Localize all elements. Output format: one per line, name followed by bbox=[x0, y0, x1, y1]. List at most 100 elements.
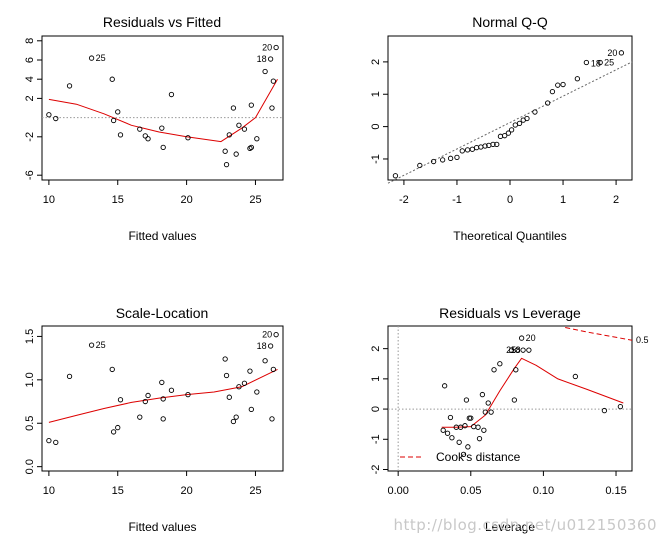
data-point bbox=[482, 143, 488, 149]
data-point bbox=[462, 423, 468, 429]
data-point bbox=[449, 435, 455, 441]
data-point bbox=[142, 398, 148, 405]
y-tick-label: 2 bbox=[24, 95, 36, 101]
x-tick-label: 0.00 bbox=[387, 485, 408, 497]
data-point bbox=[583, 59, 590, 66]
data-point bbox=[488, 409, 494, 415]
x-tick-label: 10 bbox=[43, 194, 55, 206]
data-point bbox=[447, 155, 454, 161]
data-point bbox=[160, 396, 166, 402]
data-point bbox=[267, 56, 274, 62]
outlier-point-label: 18 bbox=[591, 59, 601, 69]
x-tick-label: 15 bbox=[112, 194, 124, 206]
data-point bbox=[572, 373, 579, 380]
data-point bbox=[444, 430, 451, 436]
data-point bbox=[66, 83, 73, 89]
y-tick-label: -1 bbox=[370, 154, 382, 164]
data-point bbox=[447, 414, 454, 421]
data-point bbox=[512, 122, 518, 128]
x-tick-label: 20 bbox=[180, 194, 192, 206]
data-point bbox=[110, 429, 117, 435]
y-tick-label: 0.0 bbox=[24, 459, 36, 474]
data-point bbox=[117, 132, 124, 138]
watermark: http://blog.csdn.net/u012150360 bbox=[393, 516, 657, 534]
data-point bbox=[545, 100, 551, 106]
data-point bbox=[269, 105, 275, 111]
data-point bbox=[574, 76, 581, 82]
panel-1: Residuals vs Fitted Fitted values 10 15 20 25… bbox=[24, 14, 284, 243]
data-point bbox=[233, 151, 239, 157]
data-point bbox=[230, 105, 237, 111]
plot-title: Scale-Location bbox=[116, 305, 209, 321]
data-point bbox=[88, 342, 95, 348]
data-point bbox=[560, 81, 566, 88]
lowess-smooth-line bbox=[48, 78, 278, 143]
data-point bbox=[185, 135, 191, 141]
x-axis-label: Leverage bbox=[485, 520, 535, 534]
data-point bbox=[269, 416, 275, 422]
data-point bbox=[46, 112, 52, 118]
y-tick-label: 4 bbox=[24, 76, 36, 82]
lowess-smooth-line bbox=[48, 368, 278, 423]
data-point bbox=[254, 389, 260, 395]
data-point bbox=[185, 391, 191, 398]
data-point bbox=[222, 148, 228, 154]
x-tick-label: 10 bbox=[43, 485, 55, 497]
outlier-point-label: 18 bbox=[511, 345, 521, 355]
data-point bbox=[514, 347, 520, 353]
x-tick-label: 0.10 bbox=[533, 485, 554, 497]
x-tick-label: 25 bbox=[249, 194, 261, 206]
y-tick-label: 0.5 bbox=[24, 416, 36, 431]
y-tick-label: 2 bbox=[370, 346, 382, 352]
data-point bbox=[160, 416, 166, 422]
panel-3: Scale-Location Fitted values 10 15 20 25 0.0 0.… bbox=[24, 305, 284, 534]
data-point bbox=[223, 372, 230, 379]
y-tick-label: 6 bbox=[24, 57, 36, 63]
data-point bbox=[226, 132, 232, 138]
data-point bbox=[468, 415, 474, 421]
data-point bbox=[465, 444, 471, 450]
data-point bbox=[247, 145, 253, 151]
y-tick-label: 8 bbox=[24, 38, 36, 44]
outlier-point-label: 20 bbox=[262, 330, 272, 340]
data-point bbox=[109, 76, 115, 82]
data-point bbox=[230, 418, 237, 425]
data-point bbox=[511, 397, 518, 403]
data-point bbox=[223, 161, 230, 168]
data-point bbox=[159, 125, 165, 131]
data-point bbox=[502, 133, 508, 139]
data-point bbox=[549, 89, 556, 95]
y-tick-label: -6 bbox=[24, 170, 36, 180]
data-point bbox=[524, 115, 530, 122]
data-point bbox=[88, 55, 95, 61]
data-point bbox=[117, 397, 124, 403]
data-point bbox=[145, 392, 151, 399]
data-point bbox=[471, 423, 477, 430]
data-point bbox=[520, 347, 526, 353]
x-tick-label: 25 bbox=[249, 485, 261, 497]
data-point bbox=[241, 380, 248, 386]
plot-frame bbox=[41, 325, 284, 472]
data-point bbox=[482, 409, 488, 415]
data-point bbox=[460, 451, 467, 458]
data-point bbox=[417, 162, 423, 169]
data-point bbox=[159, 379, 165, 386]
data-point bbox=[597, 59, 603, 66]
data-point bbox=[476, 436, 483, 442]
data-point bbox=[142, 133, 148, 139]
data-point bbox=[481, 427, 487, 433]
data-point bbox=[505, 130, 512, 136]
data-point bbox=[248, 406, 254, 413]
data-point bbox=[262, 358, 268, 364]
data-point bbox=[392, 173, 399, 179]
data-point bbox=[441, 383, 448, 389]
x-tick-label: -2 bbox=[399, 194, 409, 206]
x-tick-label: 0.15 bbox=[605, 485, 626, 497]
data-point bbox=[513, 367, 519, 373]
data-point bbox=[270, 78, 277, 84]
data-point bbox=[464, 147, 471, 153]
data-point bbox=[601, 407, 608, 414]
data-point bbox=[222, 356, 228, 362]
data-point bbox=[137, 126, 143, 132]
